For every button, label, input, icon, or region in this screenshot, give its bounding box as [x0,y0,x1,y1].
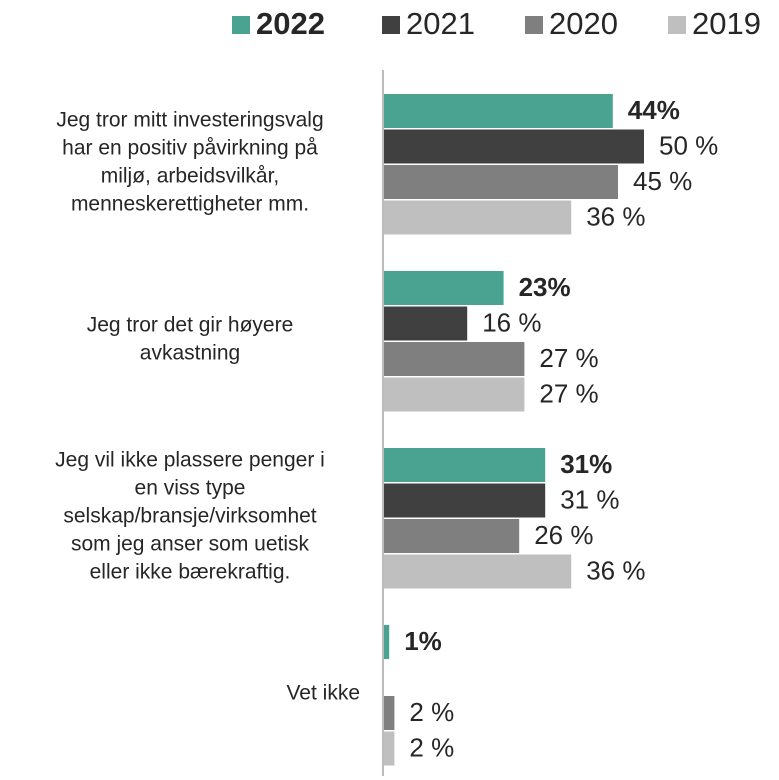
value-label: 44% [628,95,680,125]
legend-swatch [525,16,543,34]
category-label: som jeg anser som uetisk [71,533,310,556]
legend-label: 2022 [256,6,325,41]
value-label: 26 % [534,520,593,550]
bar [384,165,618,199]
value-label: 31 % [560,484,619,514]
legend-swatch [382,16,400,34]
value-label: 36 % [586,555,645,585]
category-label: miljø, arbeidsvilkår, [101,165,280,188]
legend-label: 2021 [406,6,475,41]
category-label: avkastning [140,342,240,365]
value-label: 50 % [659,130,718,160]
category-label: Jeg tror det gir høyere [87,314,294,337]
value-label: 2 % [409,732,454,762]
bar [384,731,395,766]
bar [384,377,525,412]
category-label: Vet ikke [286,682,360,705]
value-label: 45 % [633,166,692,196]
value-label: 1% [404,626,442,656]
bar [384,554,572,589]
bar [384,200,572,235]
bar [384,271,504,305]
bar [384,342,525,376]
bar [384,519,520,553]
category-label: en viss type [135,477,246,500]
bar [384,483,546,518]
category-label: selskap/bransje/virksomhet [63,505,316,528]
category-label: Jeg tror mitt investeringsvalg [56,109,323,132]
bar [384,625,390,659]
legend-label: 2020 [549,6,618,41]
bar [384,94,613,128]
bar [384,129,644,164]
legend-label: 2019 [692,6,761,41]
bar [384,306,468,341]
legend-swatch [232,16,250,34]
bar [384,696,395,730]
category-label: eller ikke bærekraftig. [90,561,291,584]
value-label: 16 % [482,307,541,337]
category-label: har en positiv påvirkning på [62,137,318,160]
category-label: menneskerettigheter mm. [71,193,309,216]
value-label: 27 % [539,378,598,408]
value-label: 31% [560,449,612,479]
bar [384,448,546,482]
value-label: 36 % [586,201,645,231]
legend-swatch [668,16,686,34]
value-label: 27 % [539,343,598,373]
value-label: 23% [519,272,571,302]
category-label: Jeg vil ikke plassere penger i [55,449,325,472]
value-label: 2 % [409,697,454,727]
